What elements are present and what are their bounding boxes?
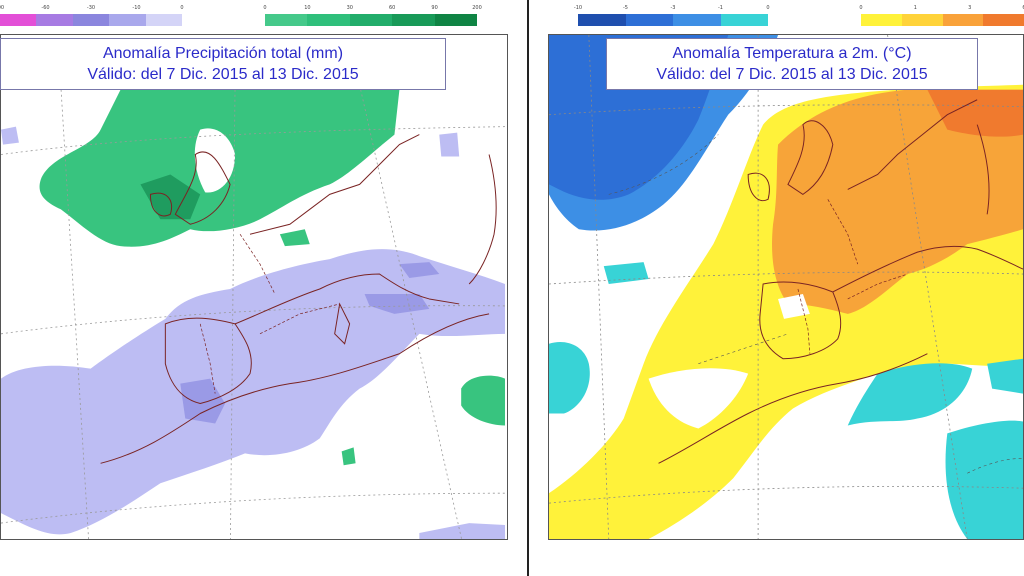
temp-cool-patch [603,262,649,285]
temperature-title: Anomalía Temperatura a 2m. (°C) [672,45,912,62]
legend-swatch [673,14,721,26]
temp-warmest-area [927,89,1023,137]
graticule [1,84,506,539]
legend-swatch [942,14,984,26]
legend-tick-label: 90 [431,5,438,11]
legend-swatches [861,14,1024,26]
legend-tick-label: -90 [0,5,5,11]
legend-swatches [578,14,768,26]
legend-ticks: 0 10 30 60 90 200 [263,5,481,13]
precip-negative-core [180,378,226,424]
legend-tick-label: 200 [472,5,482,11]
precipitation-map-canvas [1,84,506,539]
legend-tick-label: 30 [346,5,353,11]
legend-tick-label: 1 [913,5,917,11]
graticule [549,35,1023,539]
temp-cool-patch [847,363,973,426]
legend-tick-label: -1 [718,5,723,11]
legend-swatch [0,14,37,26]
legend-tick-label: -10 [573,5,583,11]
precip-negative-small [1,126,19,145]
temperature-title-box: Anomalía Temperatura a 2m. (°C) Válido: … [606,38,978,90]
temp-neutral-patch [778,293,810,319]
legend-swatch [265,14,308,26]
legend-tick-label: -30 [86,5,96,11]
precipitation-map[interactable] [0,34,508,540]
precipitation-title-box: Anomalía Precipitación total (mm) Válido… [0,38,446,90]
legend-swatches [265,14,478,26]
legend-swatch [392,14,435,26]
isolines [608,134,1023,474]
precipitation-valid-dates: Válido: del 7 Dic. 2015 al 13 Dic. 2015 [87,66,359,83]
coastlines [100,134,497,464]
legend-tick-label: -3 [670,5,676,11]
legend-ticks: -90 -60 -30 -10 0 [0,5,184,13]
temperature-map[interactable] [548,34,1024,540]
precip-negative-core [399,262,440,279]
legend-tick-label: 0 [766,5,770,11]
legend-tick-label: 6 [1022,5,1024,11]
precipitation-legend-negative: -90 -60 -30 -10 0 [0,4,184,30]
legend-swatch [720,14,768,26]
temperature-legend-negative: -10 -5 -3 -1 0 [574,4,770,30]
legend-swatch [983,14,1024,26]
temperature-legend-positive: 0 1 3 6 [859,4,1024,30]
precip-positive-dot [341,447,356,466]
legend-swatch [578,14,626,26]
legend-swatch [307,14,350,26]
legend-tick-label: 10 [304,5,311,11]
legend-swatch [861,14,902,26]
precip-negative-sw [419,523,506,539]
legend-tick-label: 60 [389,5,396,11]
legend-swatch [434,14,478,26]
precipitation-panel: -90 -60 -30 -10 0 0 10 30 60 90 200 [0,0,508,576]
legend-tick-label: 3 [968,5,972,11]
legend-swatch [625,14,673,26]
temp-cool-patch [987,358,1023,394]
coastlines [658,99,1023,464]
precipitation-legend-positive: 0 10 30 60 90 200 [263,4,482,30]
legend-swatch [72,14,110,26]
borders [797,199,908,354]
legend-swatch [349,14,393,26]
legend-tick-label: 0 [263,5,267,11]
legend-tick-label: -60 [41,5,50,11]
temp-cool-patch [945,420,1023,539]
legend-ticks: -10 -5 -3 -1 0 [574,5,770,13]
precip-negative-small [439,132,460,157]
temperature-valid-dates: Válido: del 7 Dic. 2015 al 13 Dic. 2015 [656,66,928,83]
legend-tick-label: 0 [180,5,184,11]
legend-tick-label: 0 [859,5,863,11]
precipitation-title: Anomalía Precipitación total (mm) [102,45,344,62]
panel-divider [527,0,529,576]
precip-positive-east [461,375,506,426]
temp-warmer-area [772,89,1023,314]
precip-negative-area [1,249,506,535]
precip-negative-core [364,293,430,314]
legend-ticks: 0 1 3 6 [859,5,1024,13]
temp-cool-patch [549,341,590,414]
borders [199,234,340,394]
legend-tick-label: -10 [132,5,141,11]
precip-positive-small [279,229,310,247]
temperature-panel: -10-5-3-10 0136 [548,0,1024,576]
precip-white-hole [194,128,236,193]
precip-positive-core [140,174,201,220]
legend-swatch [109,14,146,26]
legend-swatch [145,14,183,26]
legend-swatch [901,14,943,26]
temperature-map-canvas [549,35,1023,539]
legend-swatch [36,14,73,26]
legend-tick-label: -5 [623,5,628,11]
temp-neutral-band [648,368,749,429]
legend-swatches [0,14,183,26]
